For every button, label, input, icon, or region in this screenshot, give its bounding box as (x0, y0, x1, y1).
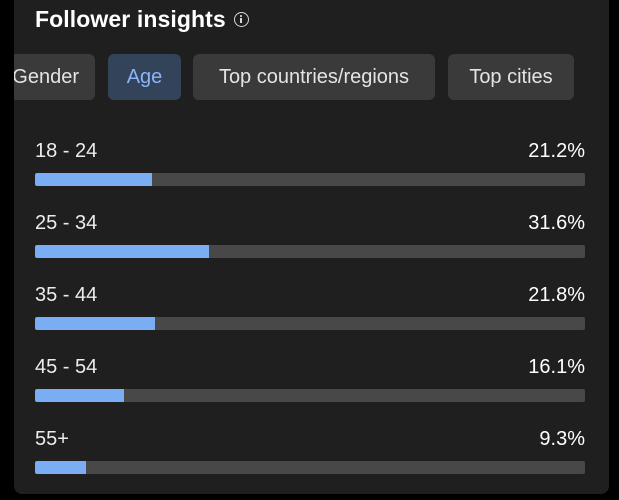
age-percent-value: 9.3% (539, 428, 585, 450)
age-percent-value: 21.2% (528, 140, 585, 162)
info-circle-icon[interactable] (233, 12, 249, 27)
progress-track (35, 461, 585, 474)
progress-fill (35, 461, 87, 474)
age-row-18-24: 18 - 24 21.2% (35, 140, 585, 212)
age-percent-value: 31.6% (528, 212, 585, 234)
age-row-55-plus: 55+ 9.3% (35, 428, 585, 494)
insights-tabs: Gender Age Top countries/regions Top cit… (14, 54, 609, 101)
age-range-label: 25 - 34 (35, 212, 98, 234)
progress-fill (35, 389, 124, 402)
age-range-label: 55+ (35, 428, 69, 450)
panel-header: Follower insights (35, 6, 249, 33)
tab-gender-label: Gender (14, 65, 79, 88)
progress-track (35, 173, 585, 186)
tab-top-cities-label: Top cities (469, 65, 553, 88)
tab-age[interactable]: Age (108, 54, 181, 100)
tab-age-label: Age (126, 65, 163, 88)
progress-fill (35, 245, 209, 258)
progress-fill (35, 173, 152, 186)
age-range-label: 18 - 24 (35, 140, 98, 162)
tab-top-cities[interactable]: Top cities (448, 54, 574, 100)
progress-track (35, 317, 585, 330)
age-range-label: 45 - 54 (35, 356, 98, 378)
progress-fill (35, 317, 155, 330)
age-range-label: 35 - 44 (35, 284, 98, 306)
age-row-45-54: 45 - 54 16.1% (35, 356, 585, 428)
progress-track (35, 245, 585, 258)
age-percent-value: 16.1% (528, 356, 585, 378)
progress-track (35, 389, 585, 402)
follower-insights-panel: Follower insights Gender Age Top countri… (14, 0, 609, 494)
age-row-25-34: 25 - 34 31.6% (35, 212, 585, 284)
tab-gender[interactable]: Gender (14, 54, 95, 100)
age-row-35-44: 35 - 44 21.8% (35, 284, 585, 356)
panel-title: Follower insights (35, 6, 226, 32)
tab-top-countries-label: Top countries/regions (218, 65, 410, 88)
tab-top-countries-regions[interactable]: Top countries/regions (193, 54, 435, 100)
age-percent-value: 21.8% (528, 284, 585, 306)
age-distribution-list: 18 - 24 21.2% 25 - 34 31.6% 35 - 44 21.8… (35, 140, 585, 494)
